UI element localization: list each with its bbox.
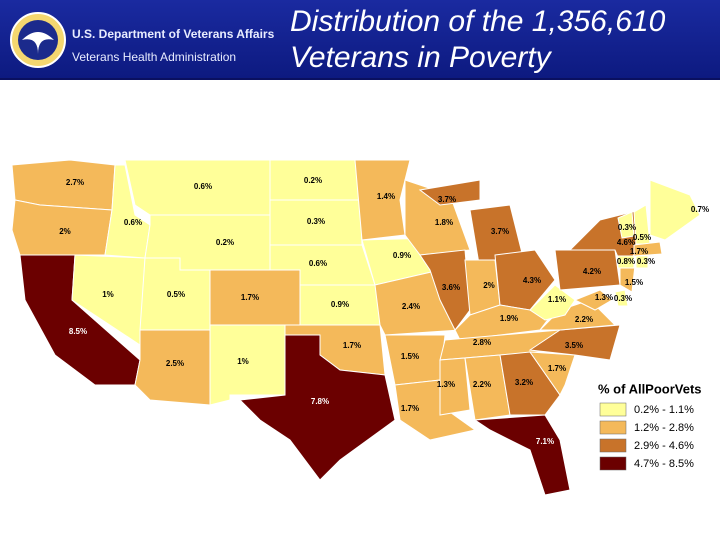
region-label: 0.2% [304,176,322,185]
region-label: 3.7% [491,227,509,236]
title: Distribution of the 1,356,610 Veterans i… [290,4,665,76]
region-label: 1% [237,357,249,366]
region-label: 3.2% [515,378,533,387]
region [439,357,471,416]
region-label: 1% [102,290,114,299]
region-label: 1.8% [435,218,453,227]
region-label: 0.7% [691,205,709,214]
region-label: 4.6% [617,238,635,247]
department: U.S. Department of Veterans Affairs [72,27,275,41]
region-label: 4.3% [523,276,541,285]
region-label: 2.2% [473,380,491,389]
region-label: 3.7% [438,195,456,204]
region-label: 0.2% [216,238,234,247]
region-label: 2.2% [575,315,593,324]
region-label: 1.7% [630,247,648,256]
region [238,334,396,481]
region-label: 2.7% [66,178,84,187]
region-label: 1.4% [377,192,395,201]
region-label: 0.6% [309,259,327,268]
region [354,159,411,241]
region [494,249,556,311]
region-label: 2.8% [473,338,491,347]
legend-label: 2.9% - 4.6% [634,440,694,452]
region [649,179,701,241]
region [635,255,649,269]
region-label: 0.3% [307,217,325,226]
legend-title: % of AllPoorVets [598,381,702,396]
region-label: 1.7% [241,293,259,302]
region [528,324,621,361]
region-label: 0.9% [331,300,349,309]
region-label: 0.3% [614,294,632,303]
region [614,289,629,307]
region-label: 1.1% [548,295,566,304]
region-label: 2.5% [166,359,184,368]
region [573,289,613,311]
region-label: 1.5% [401,352,419,361]
legend-swatch [599,402,627,417]
region-label: 0.5% [633,233,651,242]
legend-swatch [599,420,627,435]
region-label: 1.7% [401,404,419,413]
region [418,179,481,206]
region-label: 1.9% [500,314,518,323]
region-label: 1.7% [343,341,361,350]
region-label: 3.5% [565,341,583,350]
region [617,255,635,269]
region-label: 1.3% [595,293,613,302]
region-label: 0.6% [194,182,212,191]
region-label: 0.8% [617,257,635,266]
region-label: 0.3% [637,257,655,266]
legend-label: 1.2% - 2.8% [634,422,694,434]
region-label: 2% [59,227,71,236]
administration: Veterans Health Administration [72,50,237,64]
region-label: 7.1% [536,437,554,446]
region-label: 0.6% [124,218,142,227]
legend-label: 4.7% - 8.5% [634,458,694,470]
region-label: 1.7% [548,364,566,373]
region [473,414,571,496]
region-label: 3.6% [442,283,460,292]
region [499,351,561,416]
legend-swatch [599,456,627,471]
region [617,211,635,239]
region-label: 4.2% [583,267,601,276]
region-label: 7.8% [311,397,329,406]
region [529,284,576,321]
title-line: Distribution of the 1,356,610 [290,5,666,38]
region-label: 1.5% [625,278,643,287]
legend-swatch [599,438,627,453]
header: U.S. Department of Veterans Affairs Vete… [0,0,720,80]
region-label: 0.5% [167,290,185,299]
title-line: Veterans in Poverty [290,41,551,74]
region [633,241,663,257]
region [528,351,576,396]
seal [10,12,66,68]
region-label: 0.9% [393,251,411,260]
region-label: 8.5% [69,327,87,336]
region-label: 2% [483,281,495,290]
region-label: 0.3% [618,223,636,232]
region-label: 1.3% [437,380,455,389]
legend-label: 0.2% - 1.1% [634,404,694,416]
region-label: 2.4% [402,302,420,311]
